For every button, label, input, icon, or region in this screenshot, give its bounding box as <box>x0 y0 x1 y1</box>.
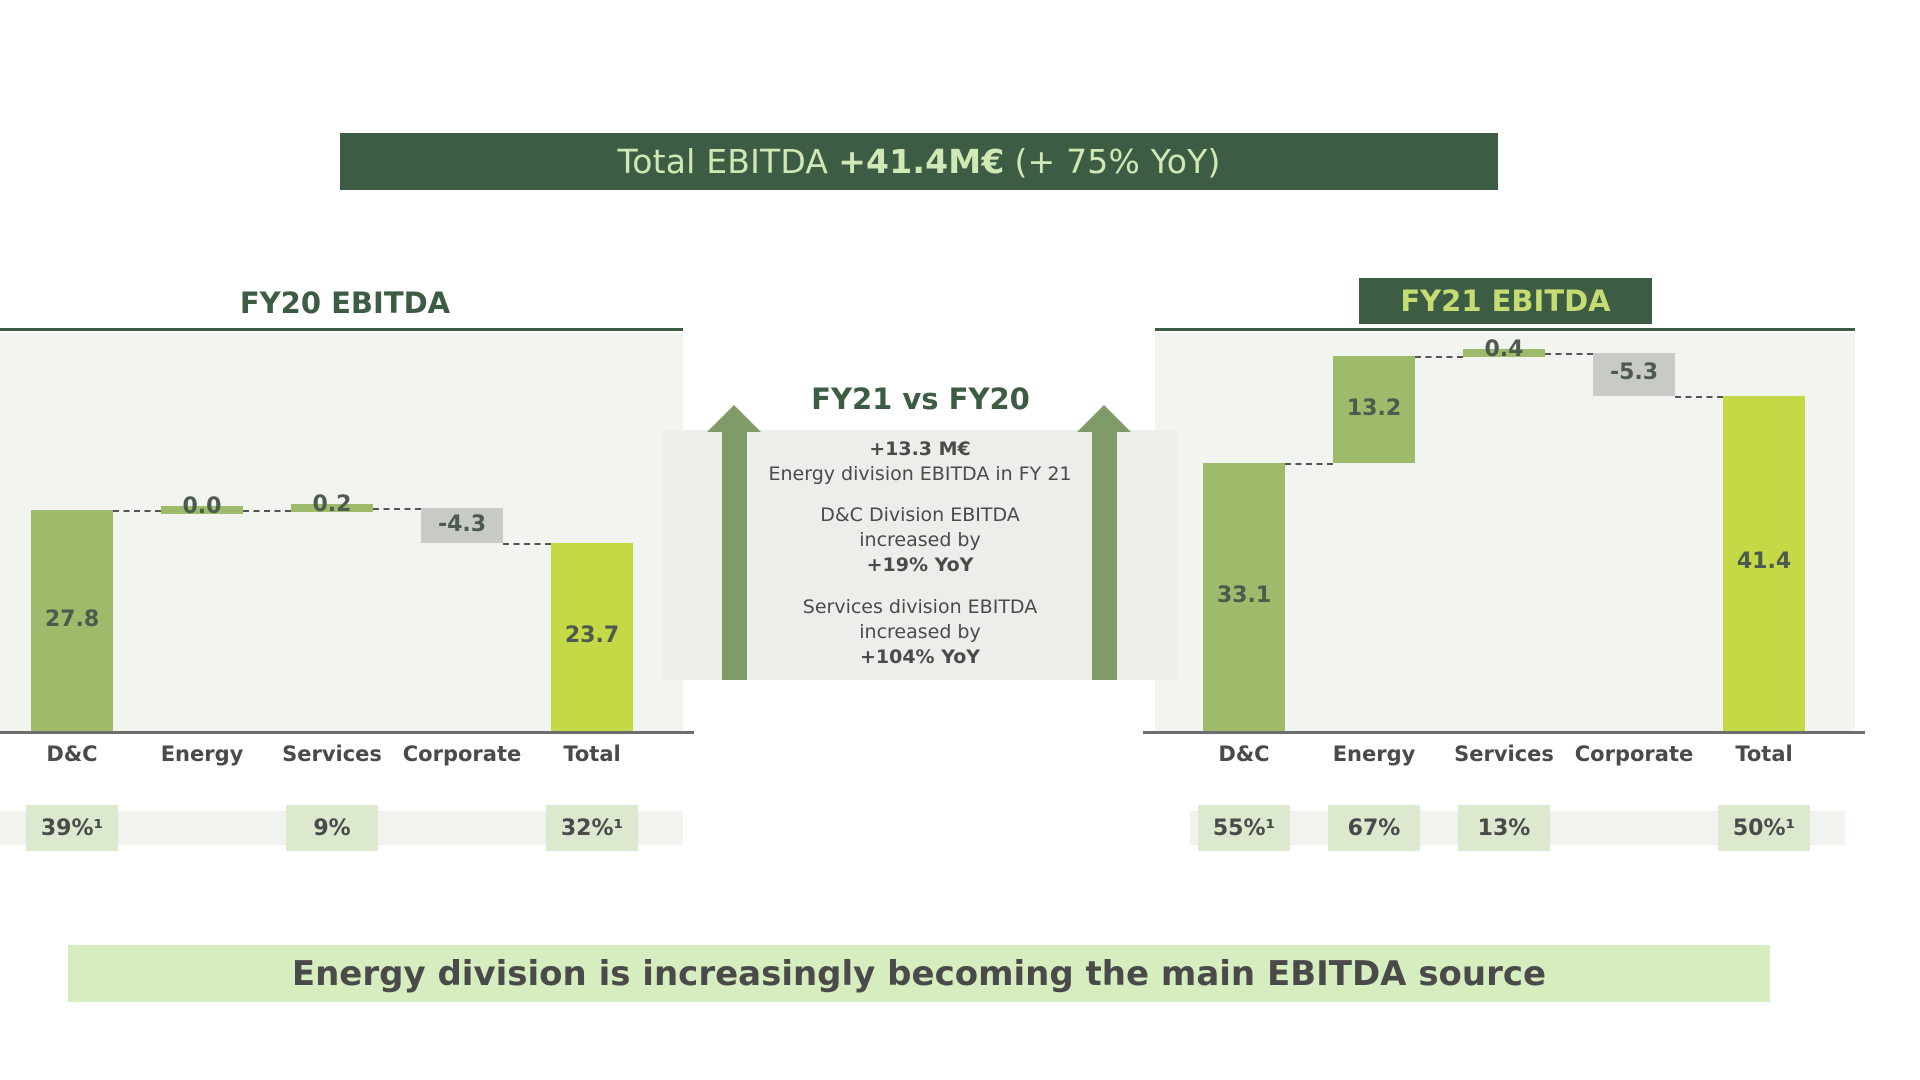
fy21-value-label-0: 33.1 <box>1216 583 1272 608</box>
energy-amount: +13.3 M€ <box>869 438 971 460</box>
fy21-category-label-3: Corporate <box>1574 742 1694 766</box>
left-arrow-up-icon <box>707 405 761 432</box>
fy20-category-label-2: Services <box>282 742 382 766</box>
fy21-bar-0 <box>1203 463 1285 731</box>
fy21-connector-4 <box>1675 395 1723 398</box>
fy21-bar-4 <box>1723 395 1805 731</box>
dnc-text-a: D&C Division EBITDA <box>820 504 1020 526</box>
comparison-dnc: D&C Division EBITDA increased by +19% Yo… <box>700 503 1140 578</box>
fy21-bar-1 <box>1333 356 1415 463</box>
fy20-value-label-3: -4.3 <box>437 511 487 537</box>
fy20-bar-1 <box>161 506 243 514</box>
fy21-connector-1 <box>1285 463 1333 465</box>
fy20-bar-0 <box>31 510 113 731</box>
fy21-value-label-1: 13.2 <box>1346 395 1402 421</box>
fy20-connector-3 <box>373 508 421 511</box>
fy21-margin-0: 55%¹ <box>1198 805 1290 851</box>
fy20-value-label-1: 0.0 <box>182 494 222 519</box>
fy20-category-label-1: Energy <box>160 742 244 766</box>
fy20-bar-2 <box>291 504 373 513</box>
fy21-category-label-0: D&C <box>1218 742 1270 766</box>
right-arrow-up-icon <box>1077 405 1131 432</box>
fy20-connector-4 <box>503 542 551 545</box>
banner-value: +41.4M€ <box>838 142 1005 181</box>
services-text-b: increased by <box>859 621 981 643</box>
fy20-value-label-0: 27.8 <box>44 606 100 632</box>
fy21-connector-2 <box>1415 356 1463 359</box>
fy20-bar-4 <box>551 542 633 731</box>
fy21-baseline <box>1143 731 1865 734</box>
services-text-a: Services division EBITDA <box>802 596 1038 618</box>
fy21-category-label-1: Energy <box>1332 742 1416 766</box>
comparison-energy: +13.3 M€ Energy division EBITDA in FY 21 <box>700 437 1140 487</box>
fy21-value-label-4: 41.4 <box>1736 549 1792 575</box>
dnc-growth: +19% YoY <box>866 554 974 576</box>
left-arrow-shaft <box>722 432 747 680</box>
fy21-margin-1: 67% <box>1328 805 1420 851</box>
fy21-category-label-2: Services <box>1454 742 1554 766</box>
banner-suffix: (+ 75% YoY) <box>1014 142 1221 181</box>
fy21-margin-2: 13% <box>1458 805 1550 851</box>
banner-prefix: Total EBITDA <box>617 142 829 181</box>
dnc-text-b: increased by <box>859 529 981 551</box>
comparison-services: Services division EBITDA increased by +1… <box>700 595 1140 670</box>
fy21-value-label-2: 0.4 <box>1484 336 1524 362</box>
fy20-connector-1 <box>113 510 161 512</box>
fy20-connector-2 <box>243 510 291 512</box>
fy21-chart-title: FY21 EBITDA <box>1359 278 1652 324</box>
fy21-bar-3 <box>1593 352 1675 396</box>
energy-text: Energy division EBITDA in FY 21 <box>768 463 1072 485</box>
fy20-category-label-0: D&C <box>46 742 98 766</box>
fy20-margin-0: 39%¹ <box>26 805 118 851</box>
fy20-margin-2: 9% <box>286 805 378 851</box>
fy20-chart-title: FY20 EBITDA <box>239 286 451 320</box>
comparison-title: FY21 vs FY20 <box>811 382 1030 416</box>
fy21-category-label-4: Total <box>1735 742 1793 766</box>
services-growth: +104% YoY <box>859 646 981 668</box>
fy20-title-rule <box>0 328 683 331</box>
fy20-value-label-2: 0.2 <box>312 492 352 518</box>
fy20-baseline <box>0 731 694 734</box>
fy21-margin-4: 50%¹ <box>1718 805 1810 851</box>
footer-banner: Energy division is increasingly becoming… <box>68 945 1770 1002</box>
fy21-title-rule <box>1155 328 1855 331</box>
fy21-bar-2 <box>1463 348 1545 357</box>
right-arrow-shaft <box>1092 432 1117 680</box>
total-ebitda-banner: Total EBITDA +41.4M€ (+ 75% YoY) <box>340 133 1498 190</box>
fy21-connector-3 <box>1545 352 1593 355</box>
fy20-bar-3 <box>421 508 503 543</box>
fy21-value-label-3: -5.3 <box>1609 360 1659 386</box>
fy20-category-label-3: Corporate <box>402 742 522 766</box>
fy20-category-label-4: Total <box>563 742 621 766</box>
fy20-value-label-4: 23.7 <box>564 622 620 648</box>
fy20-margin-4: 32%¹ <box>546 805 638 851</box>
